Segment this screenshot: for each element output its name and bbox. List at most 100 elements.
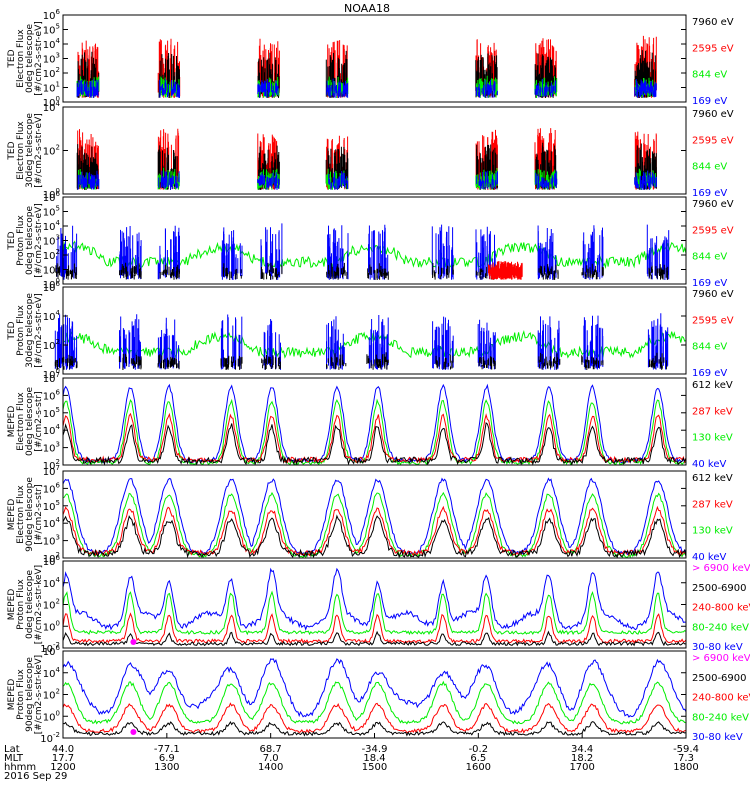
series-blue-trace <box>56 223 670 280</box>
y-tick-label: 106 <box>43 644 61 658</box>
series-green-trace <box>62 398 687 466</box>
legend-entry: 2500-6900 <box>692 673 747 684</box>
y-tick-label: 106 <box>43 481 61 495</box>
y-tick-label: 102 <box>43 248 60 262</box>
panel-2-traces <box>76 128 657 190</box>
time-value: 68.7 <box>260 744 282 755</box>
panel-6-legend: 612 keV 287 keV 130 keV 40 keV <box>692 473 733 563</box>
y-tick-label: 102 <box>43 598 60 612</box>
panel-3-traces <box>55 223 687 280</box>
legend-entry: 40 keV <box>692 552 726 563</box>
legend-entry: 169 eV <box>692 278 727 289</box>
y-axis-label: TEDElectron Flux30deg telescope[#/cm2-s-… <box>7 113 44 188</box>
time-axis: Lat 44.0 -77.1 68.7 -34.9 -0.2 34.4 -59.4 MLT 17.… <box>4 733 699 782</box>
time-row-label: hhmm <box>4 762 36 773</box>
legend-entry: 130 keV <box>692 526 733 537</box>
legend-entry: 169 eV <box>692 96 727 107</box>
series-blue-trace <box>62 567 686 631</box>
y-axis-label: TEDProton Flux0deg telescope[#/cm2-s-str… <box>7 203 44 278</box>
y-tick-label: 100 <box>43 367 60 381</box>
y-tick-label: 104 <box>43 100 61 114</box>
legend-entry: 7960 eV <box>692 17 734 28</box>
time-value: 44.0 <box>52 744 74 755</box>
legend-entry: 130 keV <box>692 433 733 444</box>
panel-frame <box>62 286 687 375</box>
time-value: 7.0 <box>263 753 279 764</box>
y-tick-label: 104 <box>43 37 61 51</box>
legend-entry: 844 eV <box>692 342 727 353</box>
time-value: 7.3 <box>678 753 694 764</box>
y-tick-label: 102 <box>43 144 60 158</box>
time-value: 1700 <box>569 762 594 773</box>
legend-entry: 287 keV <box>692 406 733 417</box>
series-black-trace <box>54 352 667 370</box>
legend-entry: 30-80 keV <box>692 732 743 743</box>
y-tick-label: 101 <box>43 81 60 95</box>
date-label: 2016 Sep 29 <box>4 771 67 782</box>
legend-entry: 169 eV <box>692 188 727 199</box>
time-value: 18.2 <box>571 753 593 764</box>
time-value: 1800 <box>673 762 698 773</box>
y-axis-label: MEPEDProton Flux0deg telescope[#/cm2-s-s… <box>7 565 44 644</box>
y-tick-label: 103 <box>43 52 60 66</box>
y-tick-label: 103 <box>43 441 60 455</box>
panel-frame <box>62 14 687 103</box>
y-tick-label: 103 <box>43 234 60 248</box>
y-tick-label: 104 <box>43 309 61 323</box>
series-blue-trace <box>62 383 687 465</box>
y-tick-label: 107 <box>43 371 60 385</box>
legend-entry: 40 keV <box>692 459 726 470</box>
y-tick-label: 104 <box>43 576 61 590</box>
y-tick-label: 104 <box>43 423 61 437</box>
y-tick-label: 107 <box>43 464 60 478</box>
legend-entry: 240-800 keV <box>692 693 750 704</box>
legend-entry: 844 eV <box>692 162 727 173</box>
legend-entry: 2595 eV <box>692 315 734 326</box>
figure-title: NOAA18 <box>344 2 390 15</box>
y-tick-label: 105 <box>43 499 60 513</box>
y-tick-label: 104 <box>43 516 61 530</box>
y-axis-label: MEPEDElectron Flux0deg telescope[#/cm2-s… <box>7 387 44 457</box>
legend-entry: 7960 eV <box>692 289 734 300</box>
panel-8-legend: > 6900 keV 2500-6900 240-800 keV 80-240 keV… <box>692 653 750 743</box>
panel-2-legend: 7960 eV 2595 eV 844 eV 169 eV <box>692 109 734 199</box>
time-value: 6.5 <box>470 753 486 764</box>
series-blue-trace <box>76 78 657 98</box>
panel-8-traces <box>62 658 687 737</box>
legend-entry: 2595 eV <box>692 135 734 146</box>
y-tick-label: 100 <box>43 187 60 201</box>
legend-entry: 7960 eV <box>692 109 734 120</box>
time-value: 6.9 <box>159 753 175 764</box>
y-tick-label: 106 <box>43 190 61 204</box>
series-blue-trace <box>62 658 687 718</box>
series-black-trace <box>62 514 687 559</box>
y-tick-label: 106 <box>43 554 61 568</box>
y-axis-label: MEPEDElectron Flux90deg telescope[#/cm2-… <box>7 477 44 552</box>
y-tick-label: 10-2 <box>40 641 60 655</box>
legend-entry: 612 keV <box>692 473 733 484</box>
panel-5-legend: 612 keV 287 keV 130 keV 40 keV <box>692 380 733 470</box>
y-tick-label: 106 <box>43 8 61 22</box>
series-black-trace <box>55 262 669 280</box>
series-black-trace <box>62 630 686 647</box>
y-tick-label: 105 <box>43 23 60 37</box>
legend-entry: 80-240 keV <box>692 712 749 723</box>
panel-4-legend: 7960 eV 2595 eV 844 eV 169 eV <box>692 289 734 379</box>
panel-5-traces <box>62 383 687 466</box>
legend-entry: > 6900 keV <box>692 653 750 664</box>
y-tick-label: 104 <box>43 219 61 233</box>
series-red-trace <box>487 261 523 280</box>
series-red-trace <box>62 412 687 464</box>
legend-entry: 844 eV <box>692 252 727 263</box>
y-tick-label: 100 <box>43 709 60 723</box>
y-tick-label: 101 <box>43 263 60 277</box>
legend-entry: 169 eV <box>692 368 727 379</box>
time-value: 1400 <box>258 762 283 773</box>
y-axis-label: MEPEDProton Flux90deg telescope[#/cm2-s-… <box>7 655 44 734</box>
y-tick-label: 100 <box>43 277 60 291</box>
legend-entry: 2595 eV <box>692 225 734 236</box>
